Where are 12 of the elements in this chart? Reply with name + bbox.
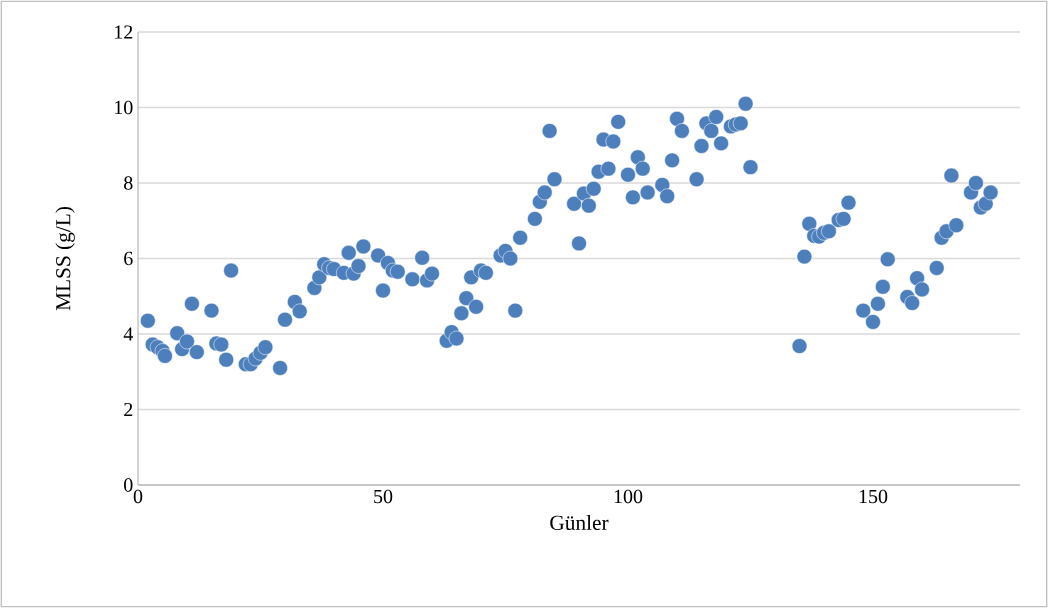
y-tick-label: 6 bbox=[124, 251, 133, 266]
y-tick-label: 12 bbox=[115, 25, 133, 39]
x-tick-label: 100 bbox=[614, 489, 643, 504]
y-tick-label: 10 bbox=[115, 100, 133, 115]
y-tick-label: 4 bbox=[123, 327, 133, 341]
y-tick-label: 2 bbox=[124, 402, 133, 417]
x-axis-title: Günler bbox=[550, 515, 609, 531]
y-tick-label: 0 bbox=[124, 478, 133, 492]
x-tick-label: 150 bbox=[859, 489, 888, 504]
x-tick-label: 50 bbox=[374, 489, 393, 504]
y-tick-label: 8 bbox=[124, 176, 133, 190]
y-axis-title: MLSS (g/L) bbox=[55, 207, 75, 311]
